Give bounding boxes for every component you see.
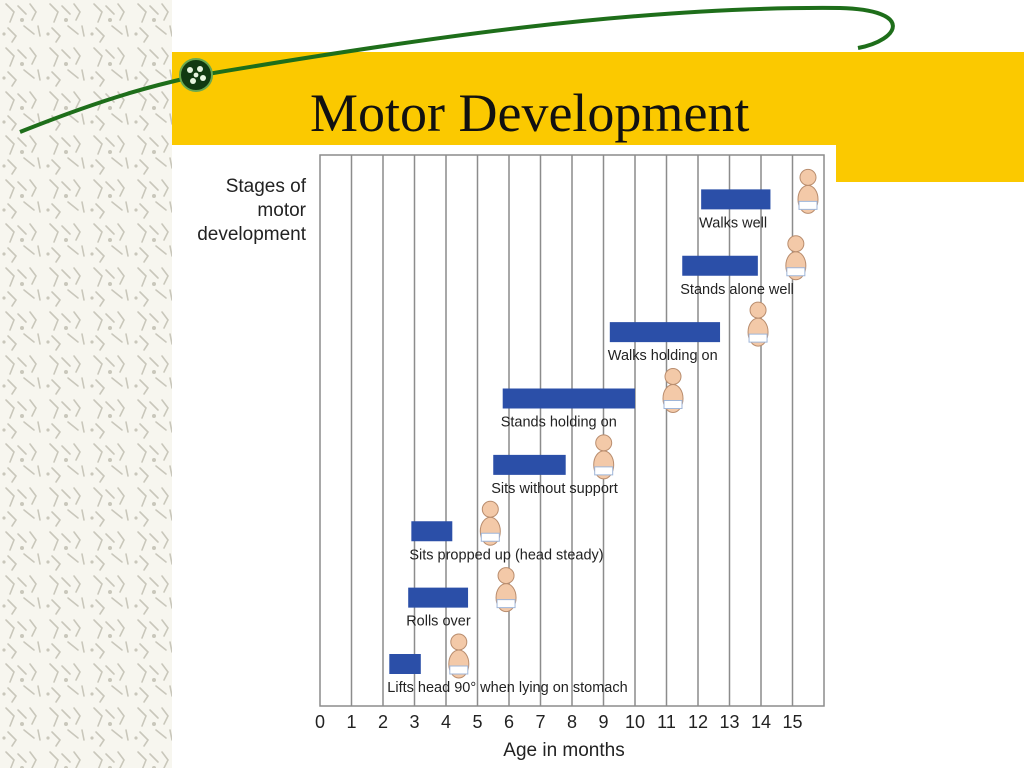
molecule-icon (179, 58, 213, 92)
x-tick-label: 11 (657, 712, 676, 732)
stage-label: Lifts head 90° when lying on stomach (387, 680, 627, 696)
x-axis-title: Age in months (503, 740, 624, 761)
baby-illustration (479, 500, 501, 546)
x-tick-label: 15 (782, 712, 802, 732)
stage-label: Walks holding on (608, 348, 718, 364)
stage-bar (682, 255, 758, 276)
y-axis-title: Stages of motor development (176, 175, 306, 247)
decorative-curve (19, 5, 895, 134)
baby-illustration (593, 434, 615, 480)
slide-title: Motor Development (310, 83, 750, 143)
x-tick-label: 2 (378, 712, 388, 732)
x-tick-label: 0 (315, 712, 325, 732)
stage-bar (493, 454, 566, 475)
stage-label: Stands holding on (501, 415, 617, 431)
stage-bar (411, 521, 453, 542)
y-axis-title-line: motor (257, 200, 306, 221)
stage-label: Sits without support (491, 481, 618, 497)
x-tick-label: 7 (535, 712, 545, 732)
x-tick-label: 12 (688, 712, 708, 732)
x-tick-label: 13 (719, 712, 739, 732)
x-tick-label: 5 (472, 712, 482, 732)
y-axis-title-line: development (197, 224, 306, 245)
stage-bar (389, 654, 421, 674)
stage-bar (701, 189, 771, 210)
baby-illustration (495, 567, 517, 613)
stage-label: Walks well (699, 215, 767, 231)
stage-bar (408, 587, 469, 608)
baby-illustration (797, 168, 819, 214)
x-tick-label: 1 (346, 712, 356, 732)
y-axis-title-line: Stages of (225, 176, 306, 197)
x-tick-label: 10 (625, 712, 645, 732)
baby-illustration (785, 235, 807, 281)
stage-label: Stands alone well (680, 282, 794, 298)
stage-label: Rolls over (406, 614, 471, 630)
x-tick-label: 8 (567, 712, 577, 732)
x-tick-label: 6 (504, 712, 514, 732)
stage-label: Sits propped up (head steady) (409, 547, 603, 563)
stage-bar (609, 322, 721, 343)
baby-illustration (448, 633, 470, 679)
x-tick-label: 14 (751, 712, 771, 732)
x-tick-label: 9 (598, 712, 608, 732)
x-tick-label: 4 (441, 712, 451, 732)
baby-illustration (747, 301, 769, 347)
baby-illustration (662, 368, 684, 413)
stage-bar (502, 388, 635, 409)
x-tick-label: 3 (409, 712, 419, 732)
